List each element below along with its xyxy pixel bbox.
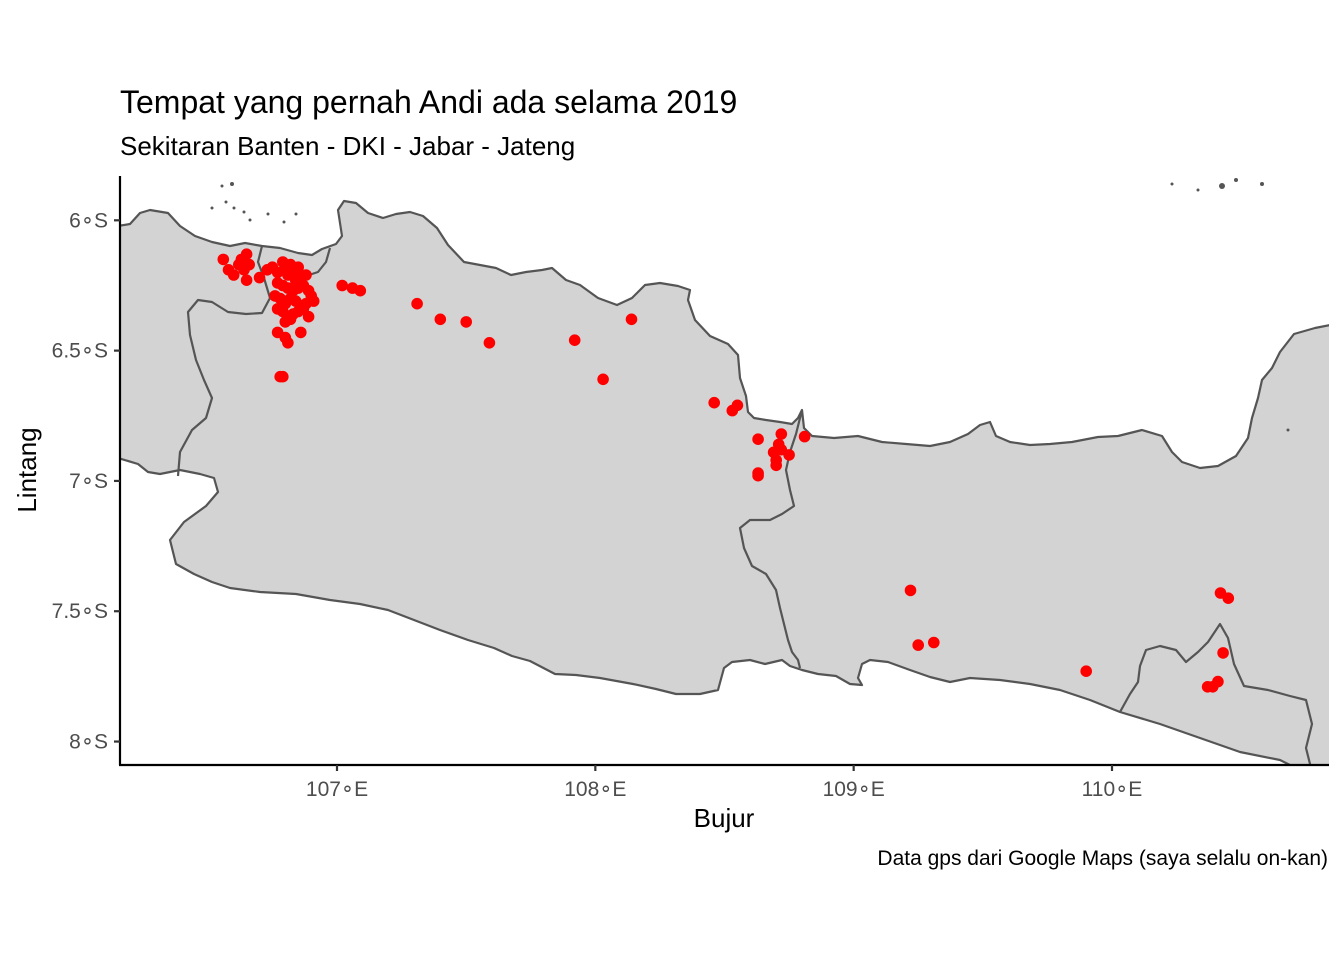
gps-point [568,334,581,347]
gps-point [411,297,423,310]
gps-point [625,313,638,326]
gps-point [731,399,744,412]
gps-point [282,337,294,349]
y-tick-label: 7.5∘S [52,600,108,623]
gps-point [277,370,289,383]
gps-point [240,248,253,260]
gps-point [253,271,266,284]
gps-point [307,295,320,307]
y-axis-title: Lintang [12,427,42,512]
gps-point [1212,675,1224,688]
caption: Data gps dari Google Maps (saya selalu o… [877,847,1328,870]
gps-point [1222,592,1235,604]
gps-point [904,584,917,597]
y-tick-label: 6∘S [69,209,108,232]
gps-point [1217,647,1229,659]
gps-point [783,449,795,461]
x-tick-label: 108∘E [564,778,626,801]
gps-point [597,373,609,386]
y-tick-label: 8∘S [69,731,108,754]
gps-point [217,253,230,266]
gps-point [284,313,297,326]
x-tick-label: 107∘E [306,778,368,801]
y-axis-ticks: 6∘S 6.5∘S 7∘S 7.5∘S 8∘S [52,209,120,754]
gps-point [752,469,764,482]
gps-point [243,258,255,271]
chart-title: Tempat yang pernah Andi ada selama 2019 [120,84,737,120]
gps-point [460,316,473,328]
gps-point [295,326,307,339]
gps-point [928,636,940,649]
jabar-jateng-border [738,409,804,669]
map-panel [120,178,1329,765]
java-landmass [120,199,1329,765]
gps-point [770,459,782,472]
small-islands [210,178,1290,432]
gps-point [752,433,764,446]
gps-point [708,396,720,409]
gps-point [336,279,349,292]
gps-point [434,313,447,326]
points-layer [217,248,1235,693]
gps-point [354,284,367,297]
y-tick-label: 7∘S [69,470,108,493]
gps-point [912,639,924,651]
gps-point [240,274,253,287]
gps-point [798,430,811,443]
banten-border [176,245,272,477]
gps-point [302,310,315,323]
x-axis-title: Bujur [694,803,755,833]
gps-point [1080,665,1092,677]
x-axis-ticks: 107∘E 108∘E 109∘E 110∘E [306,765,1142,801]
gps-point [775,428,788,440]
diy-border [1119,622,1314,765]
chart-subtitle: Sekitaran Banten - DKI - Jabar - Jateng [120,131,575,161]
gps-point [227,269,240,281]
gps-point [292,261,305,274]
x-tick-label: 109∘E [823,778,885,801]
y-tick-label: 6.5∘S [52,340,108,363]
gps-point [300,269,312,281]
gps-point [483,337,496,349]
x-tick-label: 110∘E [1082,778,1143,801]
